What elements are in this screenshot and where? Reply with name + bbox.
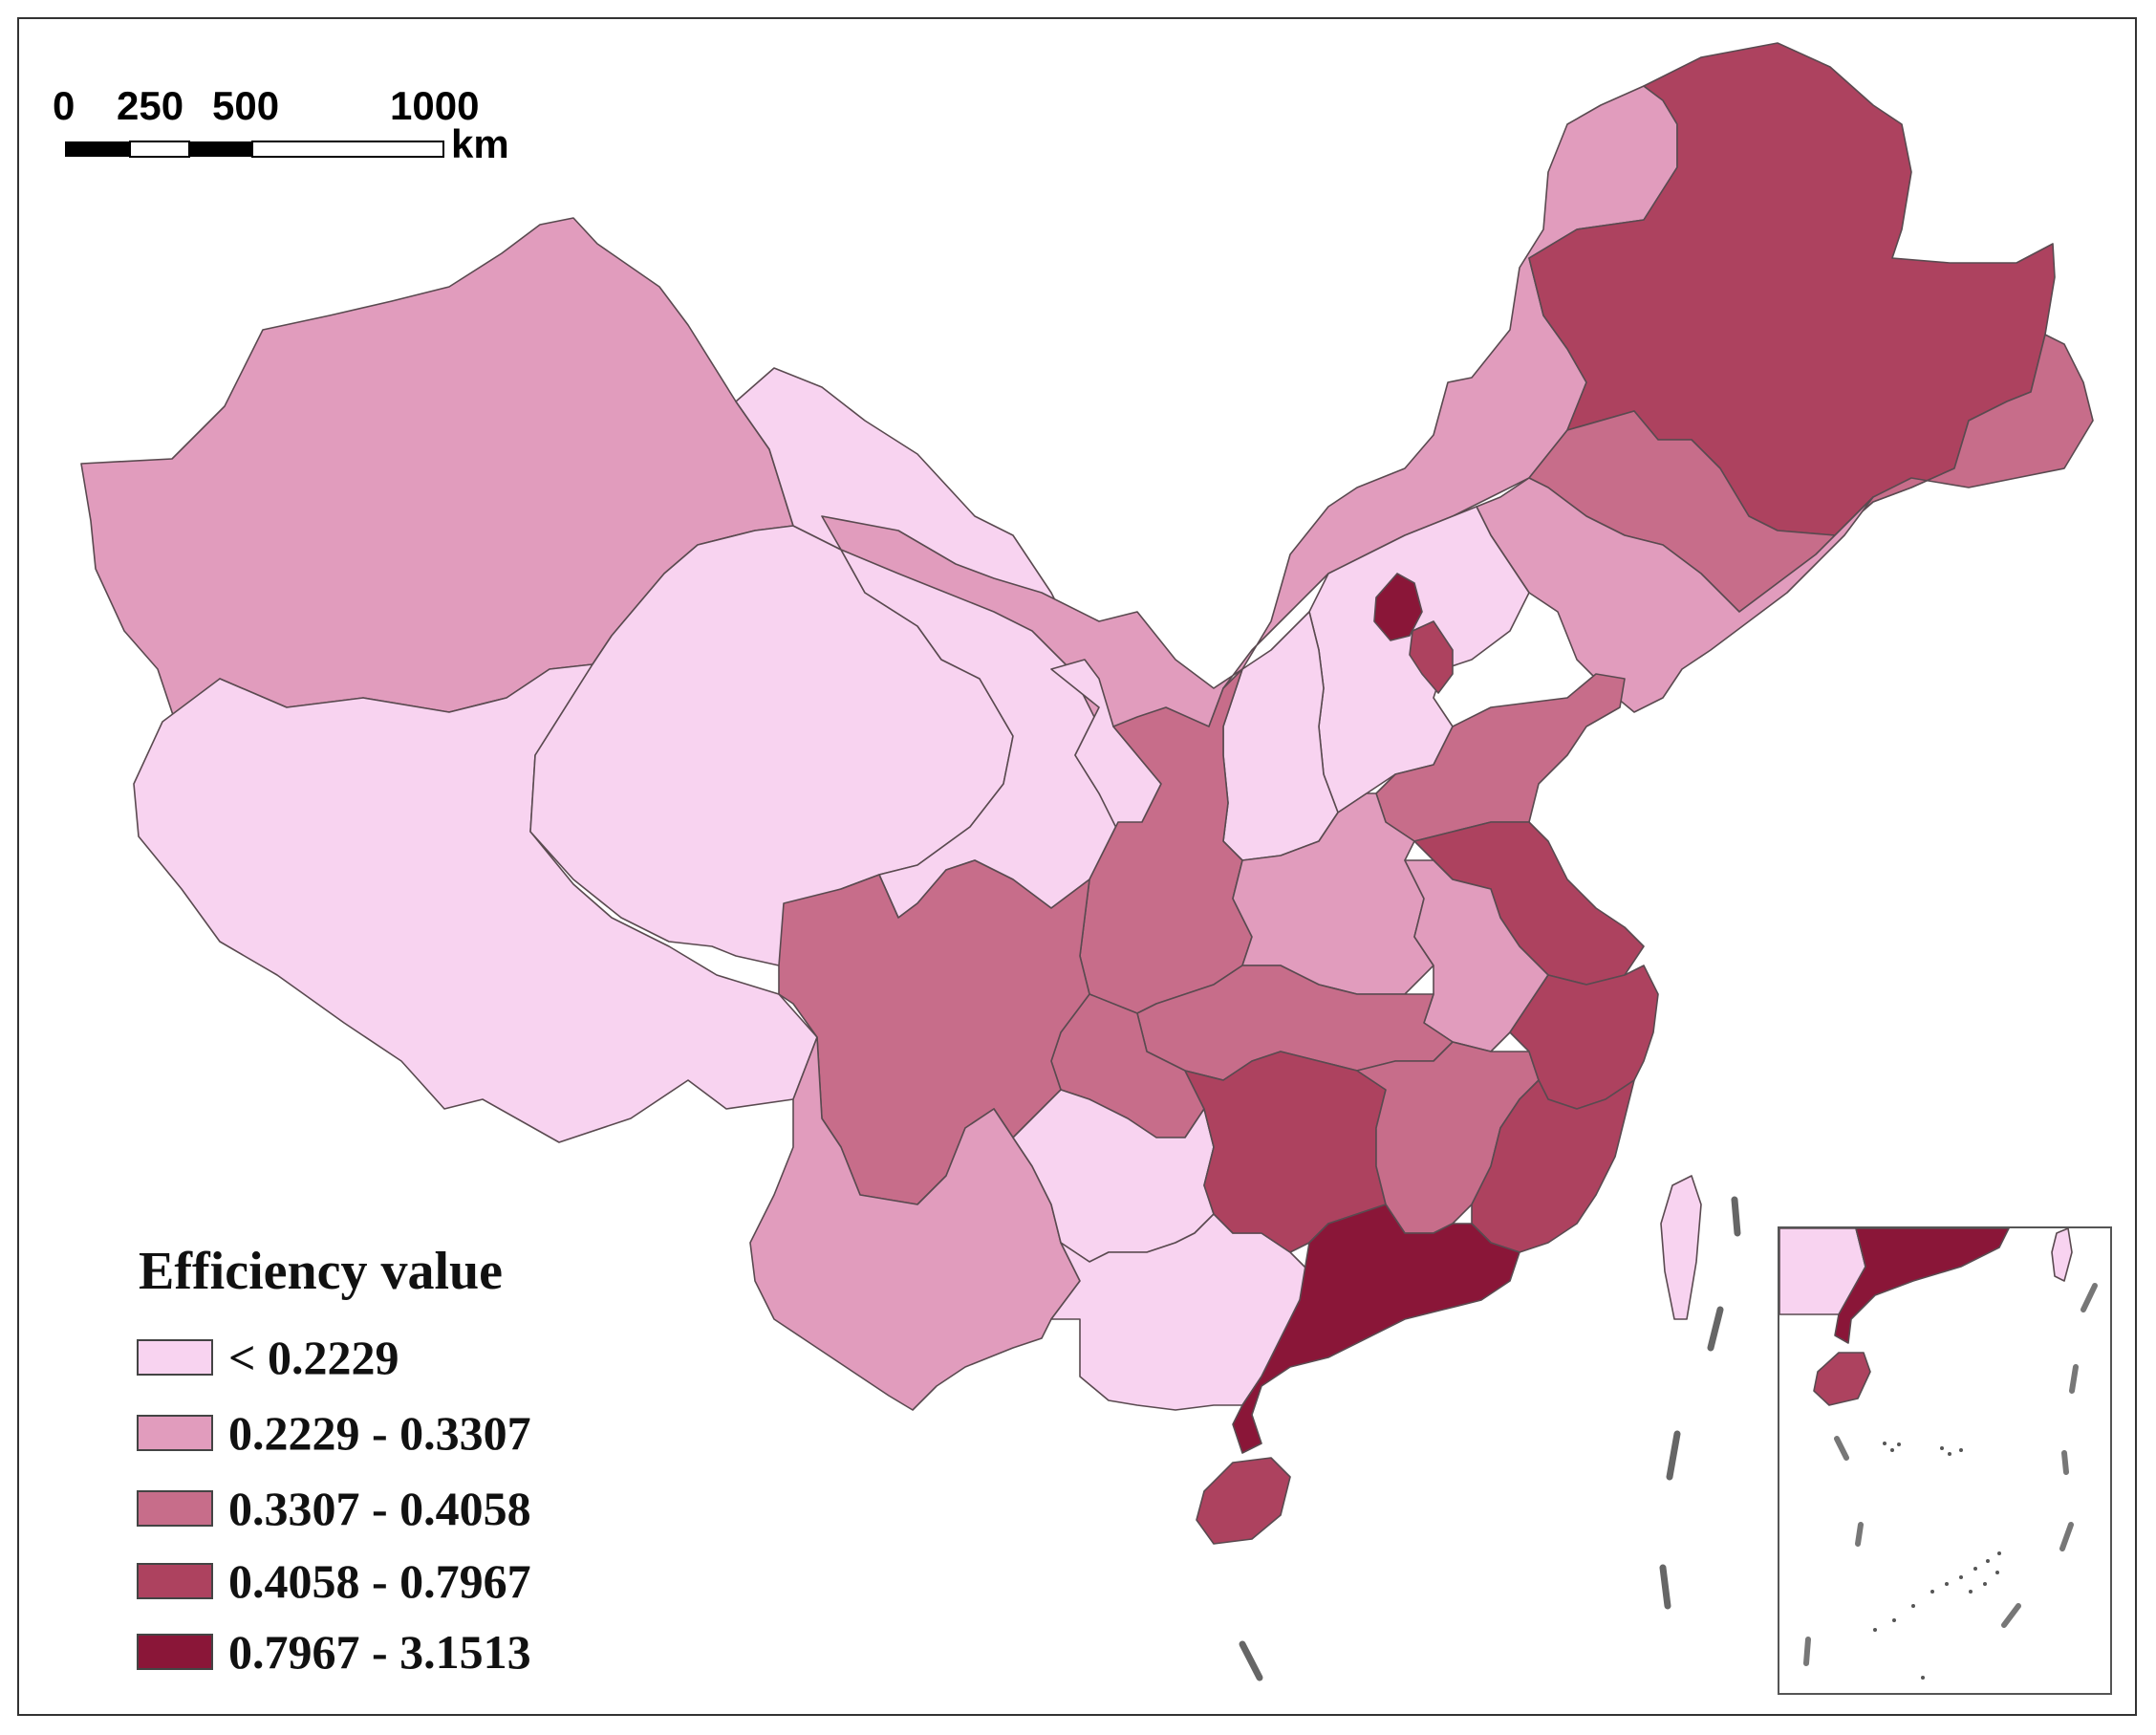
legend-swatch <box>137 1563 213 1599</box>
scale-tick-500: 500 <box>212 83 279 128</box>
legend-swatch <box>137 1634 213 1670</box>
legend-title: Efficiency value <box>139 1242 504 1301</box>
sea-boundary-dashes <box>1239 1196 1741 1681</box>
inset-taiwan <box>2051 1228 2073 1282</box>
south-china-sea-inset <box>1778 1226 2112 1695</box>
legend-swatch <box>137 1490 213 1527</box>
legend-label: 0.7967 - 3.1513 <box>228 1625 531 1679</box>
legend-item: < 0.2229 <box>137 1331 399 1384</box>
region-beijing <box>1373 573 1423 641</box>
scale-unit: km <box>451 121 509 166</box>
region-hainan <box>1196 1457 1291 1545</box>
inset-map <box>1779 1228 2098 1680</box>
legend-item: 0.3307 - 0.4058 <box>137 1482 531 1535</box>
legend-swatch <box>137 1415 213 1451</box>
inset-guangdong <box>1834 1228 2010 1344</box>
legend-item: 0.2229 - 0.3307 <box>137 1406 531 1460</box>
region-tianjin <box>1409 620 1454 694</box>
legend-item: 0.4058 - 0.7967 <box>137 1554 531 1608</box>
scale-tick-0: 0 <box>53 83 75 128</box>
region-zhejiang <box>1509 965 1659 1110</box>
scale-tick-250: 250 <box>117 83 183 128</box>
legend-label: 0.3307 - 0.4058 <box>228 1482 531 1535</box>
legend-item: 0.7967 - 3.1513 <box>137 1625 531 1679</box>
legend-label: < 0.2229 <box>228 1331 399 1384</box>
region-guangdong <box>1232 1204 1520 1454</box>
scale-bar: 0 250 500 1000 km <box>53 83 509 166</box>
legend-swatch <box>137 1339 213 1376</box>
region-fujian <box>1471 1079 1635 1253</box>
inset-islands <box>1873 1442 2001 1680</box>
inset-hainan <box>1813 1352 1871 1406</box>
scale-tick-1000: 1000 <box>390 83 479 128</box>
legend-label: 0.4058 - 0.7967 <box>228 1554 531 1608</box>
region-yunnan <box>749 1036 1081 1411</box>
region-taiwan <box>1660 1175 1702 1320</box>
legend-label: 0.2229 - 0.3307 <box>228 1406 531 1460</box>
inset-boundary-dashes <box>1803 1283 2098 1666</box>
